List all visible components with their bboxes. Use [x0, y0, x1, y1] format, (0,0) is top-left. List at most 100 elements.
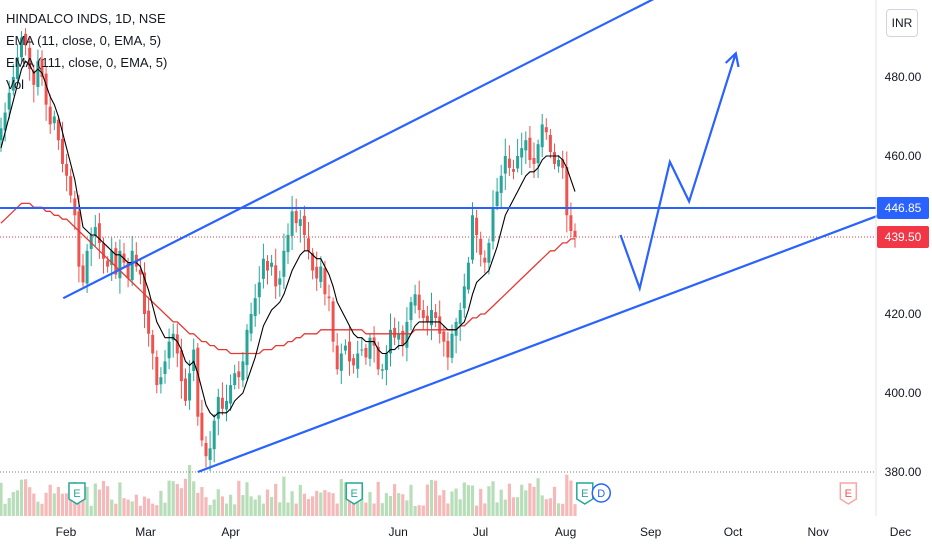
candle-body — [24, 33, 28, 46]
candle-body — [261, 258, 265, 279]
volume-bar — [454, 488, 458, 516]
candle-body — [507, 158, 511, 168]
volume-bar — [261, 503, 265, 516]
volume-bar — [224, 503, 229, 516]
candle-body — [548, 134, 552, 153]
volume-bar — [565, 474, 569, 516]
candle-body — [540, 124, 544, 148]
volume-bar — [380, 503, 384, 516]
volume-bar — [151, 503, 155, 516]
candle-body — [118, 250, 122, 279]
marker-shape — [839, 482, 858, 505]
marker-label: E — [351, 488, 358, 500]
candle-body — [15, 57, 19, 80]
candle-body — [200, 412, 204, 441]
volume-bar — [44, 492, 48, 516]
candle-body — [204, 443, 208, 457]
candle-body — [175, 334, 179, 354]
candle-body — [286, 235, 290, 253]
candle-body — [241, 361, 245, 381]
symbol-title[interactable]: HINDALCO INDS, 1D, NSE — [6, 11, 166, 26]
volume-bar — [28, 487, 32, 516]
candle-body — [553, 152, 556, 164]
volume-legend[interactable]: Vol — [6, 77, 25, 92]
volume-bar — [507, 483, 511, 516]
channel-lines — [62, 0, 890, 474]
candle-body — [274, 265, 278, 287]
volume-bar — [573, 504, 577, 516]
candle-body — [528, 137, 532, 160]
ema-111-legend[interactable]: EMA (111, close, 0, EMA, 5) — [6, 55, 168, 70]
candle-body — [503, 156, 507, 174]
volume-bar — [15, 490, 19, 516]
earnings-marker[interactable]: E — [68, 482, 86, 505]
volume-bar — [569, 480, 573, 516]
candle-body — [368, 337, 372, 359]
volume-bar — [110, 499, 114, 516]
volume-bar — [524, 490, 528, 516]
dividend-marker[interactable]: D — [591, 483, 612, 503]
candle-body — [56, 119, 60, 141]
volume-bar — [163, 502, 167, 516]
candle-body — [212, 420, 216, 450]
candle-body — [32, 70, 36, 85]
candle-body — [77, 211, 81, 267]
volume-bar — [7, 498, 11, 516]
volume-bar — [171, 481, 175, 516]
candle-body — [126, 262, 130, 279]
candle-body — [20, 37, 23, 58]
volume-bar — [356, 497, 360, 516]
marker-label: E — [845, 488, 852, 500]
candle-body — [339, 353, 343, 371]
candle-body — [409, 302, 413, 321]
candle-body — [257, 282, 261, 298]
candle-body — [93, 227, 97, 237]
volume-bar — [167, 480, 171, 516]
candle-body — [356, 353, 360, 369]
volume-bar — [466, 485, 470, 516]
candle-body — [421, 310, 425, 318]
volume-bar — [347, 490, 352, 516]
candle-body — [7, 92, 11, 110]
ema-11-legend[interactable]: EMA (11, close, 0, EMA, 5) — [6, 33, 162, 48]
volume-bar — [442, 489, 446, 516]
volume-bar — [376, 481, 380, 516]
candle-body — [360, 349, 364, 351]
earnings-marker[interactable]: E — [345, 482, 363, 505]
time-axis: Feb Mar Apr Jun Jul Aug Sep Oct Nov Dec — [56, 525, 911, 539]
marker-shape — [345, 482, 363, 505]
volume-bar — [249, 496, 253, 516]
time-tick-label: Oct — [724, 525, 743, 539]
volume-bar — [331, 493, 335, 516]
volume-bar — [540, 495, 544, 516]
candle-body — [0, 128, 3, 141]
currency-button[interactable]: INR — [886, 9, 918, 37]
volume-bar — [188, 464, 192, 516]
channel-lower-line — [197, 210, 890, 474]
earnings-marker[interactable]: E — [576, 482, 594, 505]
marker-shape — [591, 483, 612, 503]
marker-label: E — [73, 488, 80, 500]
time-tick-label: Nov — [807, 525, 828, 539]
candle-body — [430, 310, 433, 326]
earnings-marker[interactable]: E — [839, 482, 858, 505]
candle-body — [364, 347, 368, 358]
candle-body — [208, 448, 212, 460]
volume-bar — [159, 490, 163, 516]
candle-body — [327, 296, 331, 299]
volume-bar — [446, 503, 450, 516]
candle-body — [307, 238, 310, 251]
volume-bar — [409, 484, 413, 516]
volume-bar — [372, 503, 376, 516]
volume-bar — [388, 495, 393, 516]
volume-bar — [499, 489, 503, 516]
candle-body — [225, 400, 228, 410]
candle-body — [184, 378, 187, 401]
volume-bar — [421, 505, 425, 516]
volume-bar — [417, 505, 421, 516]
volume-bar — [229, 494, 233, 516]
volume-bar — [327, 492, 331, 516]
last-price-tag: 439.50 — [877, 225, 929, 248]
volume-bar — [147, 498, 151, 516]
